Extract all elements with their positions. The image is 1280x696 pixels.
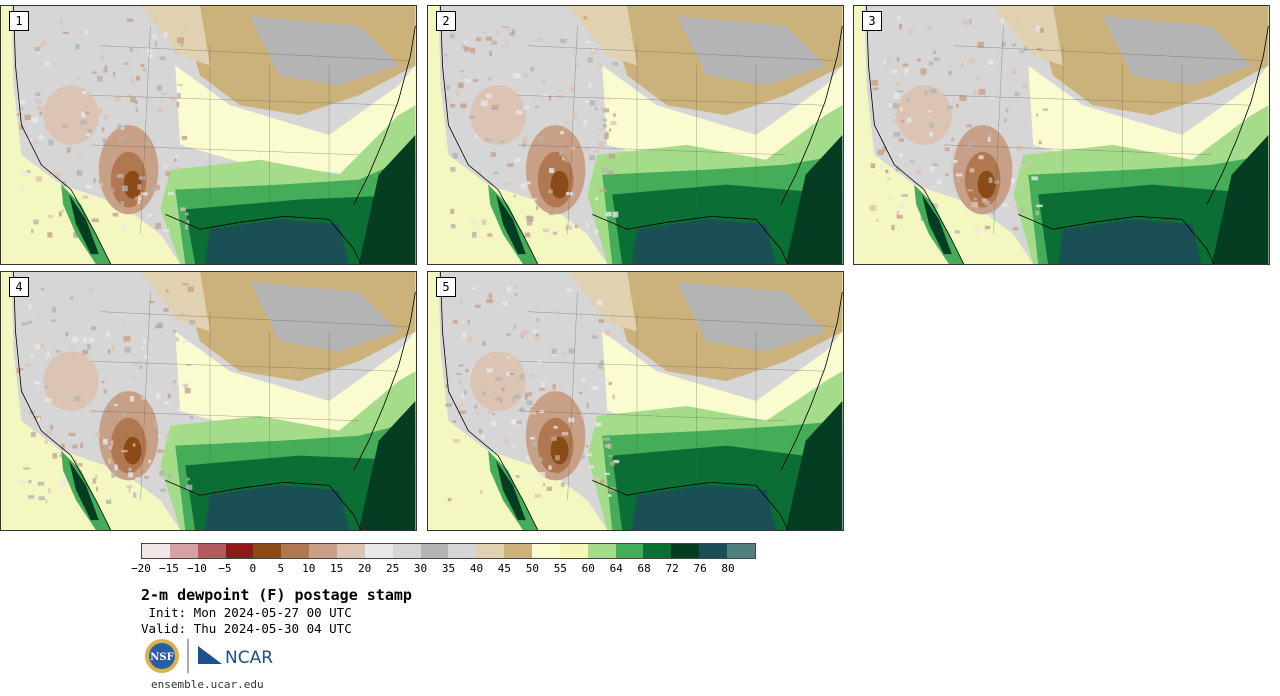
east-coastline — [353, 25, 416, 205]
colorbar-tick-label: −5 — [218, 562, 232, 575]
dewpoint-map-1 — [1, 6, 416, 264]
colorbar — [141, 543, 756, 559]
colorbar-swatch — [364, 544, 393, 558]
map-panel-4[interactable]: 4 — [0, 271, 417, 531]
colorbar-swatch — [309, 544, 338, 558]
panel-number-1: 1 — [9, 11, 29, 31]
nsf-logo-text: NSF — [150, 652, 173, 663]
gulf-coastline — [165, 214, 362, 264]
website-url: ensemble.ucar.edu — [151, 678, 264, 691]
gulf-of-mexico — [632, 485, 776, 530]
map-panel-5[interactable]: 5 — [427, 271, 844, 531]
map-panel-1[interactable]: 1 — [0, 5, 417, 265]
gulf-of-mexico — [632, 219, 776, 264]
gulf-of-mexico — [205, 485, 349, 530]
gulf-of-mexico — [1058, 219, 1202, 264]
colorbar-tick-label: −15 — [159, 562, 179, 575]
map-panel-2[interactable]: 2 — [427, 5, 844, 265]
colorbar-tick-label: 60 — [581, 562, 595, 575]
colorbar-swatch — [142, 544, 170, 558]
colorbar-swatch — [699, 544, 728, 558]
west-coastline — [13, 6, 112, 264]
colorbar-tick-label: 76 — [693, 562, 707, 575]
colorbar-tick-label: 40 — [469, 562, 484, 575]
map-panel-3[interactable]: 3 — [853, 5, 1270, 265]
colorbar-swatch — [225, 544, 254, 558]
colorbar-swatch — [448, 544, 477, 558]
west-coastline — [440, 6, 539, 264]
gulf-coastline — [165, 480, 362, 530]
colorbar-tick-label: 72 — [665, 562, 679, 575]
dewpoint-map-5 — [428, 272, 843, 530]
west-coastline — [866, 6, 965, 264]
colorbar-swatch — [671, 544, 700, 558]
colorbar-swatch — [392, 544, 421, 558]
colorbar-swatch — [420, 544, 449, 558]
panel-number-5: 5 — [436, 277, 456, 297]
west-coastline — [440, 272, 539, 530]
colorbar-swatch — [281, 544, 310, 558]
gulf-coastline — [1018, 214, 1215, 264]
colorbar-tick-label: 30 — [413, 562, 428, 575]
colorbar-tick-label: 55 — [553, 562, 567, 575]
colorbar-tick-label: −20 — [131, 562, 151, 575]
logos: NSF NCAR — [144, 636, 284, 676]
colorbar-swatch — [169, 544, 198, 558]
colorbar-ticks: −20 −15 −10 −5 0 5 10 15 20 25 30 35 40 45 50 55 60 64 68 7… — [131, 562, 756, 576]
colorbar-swatch — [587, 544, 616, 558]
dewpoint-map-2 — [428, 6, 843, 264]
colorbar-swatch — [197, 544, 226, 558]
init-time: Init: Mon 2024-05-27 00 UTC — [141, 605, 352, 620]
colorbar-tick-label: 35 — [441, 562, 456, 575]
colorbar-tick-label: 50 — [525, 562, 539, 575]
colorbar-tick-label: 25 — [385, 562, 400, 575]
ncar-logo-text: NCAR — [225, 648, 273, 668]
dewpoint-map-3 — [854, 6, 1269, 264]
gulf-coastline — [592, 214, 789, 264]
colorbar-swatch — [337, 544, 365, 558]
colorbar-tick-label: 64 — [609, 562, 623, 575]
colorbar-tick-label: 15 — [330, 562, 344, 575]
colorbar-swatch — [559, 544, 588, 558]
west-coastline — [13, 272, 112, 530]
colorbar-tick-label: 20 — [358, 562, 372, 575]
colorbar-swatch — [253, 544, 282, 558]
colorbar-swatch — [615, 544, 644, 558]
east-coastline — [353, 291, 416, 471]
colorbar-tick-label: 80 — [721, 562, 735, 575]
panel-number-2: 2 — [436, 11, 456, 31]
colorbar-swatch — [476, 544, 505, 558]
gulf-of-mexico — [205, 219, 349, 264]
nsf-logo: NSF — [145, 639, 179, 673]
colorbar-tick-label: 0 — [249, 562, 257, 575]
chart-title: 2-m dewpoint (F) postage stamp — [141, 586, 412, 604]
gulf-coastline — [592, 480, 789, 530]
dewpoint-map-4 — [1, 272, 416, 530]
east-coastline — [780, 25, 843, 205]
colorbar-tick-label: 5 — [277, 562, 285, 575]
ncar-logo: NCAR — [198, 646, 273, 668]
colorbar-tick-label: 45 — [497, 562, 512, 575]
colorbar-swatch — [504, 544, 533, 558]
colorbar-swatch — [532, 544, 560, 558]
panel-number-4: 4 — [9, 277, 29, 297]
valid-time: Valid: Thu 2024-05-30 04 UTC — [141, 621, 352, 636]
east-coastline — [780, 291, 843, 471]
panel-number-3: 3 — [862, 11, 882, 31]
colorbar-tick-label: 10 — [302, 562, 316, 575]
colorbar-swatch — [643, 544, 672, 558]
colorbar-tick-label: 68 — [637, 562, 651, 575]
east-coastline — [1206, 25, 1269, 205]
colorbar-tick-label: −10 — [186, 562, 207, 575]
colorbar-swatch — [727, 544, 755, 558]
